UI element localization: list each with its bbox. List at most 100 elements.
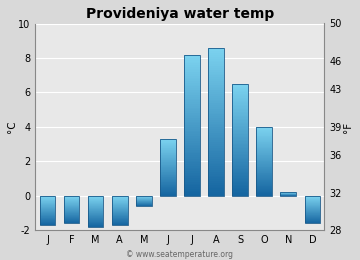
Bar (112, 197, 127, 198)
Bar (256, 149, 272, 150)
Bar (112, 198, 127, 199)
Bar (40, 219, 55, 220)
Bar (184, 157, 200, 159)
Bar (208, 79, 224, 81)
Bar (256, 177, 272, 178)
Bar (184, 134, 200, 136)
Bar (112, 208, 127, 209)
Bar (64, 205, 80, 206)
Bar (208, 48, 224, 49)
Bar (112, 210, 127, 211)
Bar (208, 116, 224, 118)
Bar (232, 85, 248, 87)
Bar (208, 68, 224, 70)
Bar (40, 203, 55, 204)
Bar (40, 220, 55, 221)
Bar (208, 105, 224, 107)
Bar (88, 197, 103, 198)
Bar (184, 113, 200, 115)
Bar (136, 196, 152, 206)
Bar (184, 77, 200, 79)
Bar (208, 57, 224, 59)
Bar (184, 79, 200, 81)
Bar (88, 210, 103, 211)
Bar (160, 184, 176, 185)
Bar (256, 137, 272, 138)
Bar (184, 136, 200, 138)
Bar (208, 101, 224, 103)
Bar (184, 84, 200, 86)
Bar (208, 100, 224, 101)
Bar (256, 170, 272, 171)
Bar (256, 135, 272, 136)
Bar (160, 177, 176, 178)
Bar (208, 75, 224, 77)
Bar (208, 62, 224, 64)
Bar (208, 174, 224, 176)
Bar (184, 146, 200, 148)
Bar (256, 165, 272, 166)
Bar (232, 127, 248, 129)
Bar (232, 89, 248, 91)
Bar (184, 56, 200, 58)
Bar (184, 152, 200, 153)
Bar (64, 196, 80, 224)
Bar (256, 194, 272, 195)
Bar (232, 173, 248, 175)
Bar (184, 69, 200, 70)
Bar (208, 96, 224, 98)
Bar (160, 191, 176, 192)
Bar (256, 167, 272, 168)
Bar (88, 204, 103, 205)
Bar (232, 84, 248, 85)
Bar (256, 148, 272, 149)
Bar (184, 55, 200, 56)
Bar (88, 209, 103, 210)
Bar (208, 177, 224, 179)
Bar (232, 189, 248, 190)
Bar (208, 144, 224, 146)
Bar (208, 150, 224, 151)
Bar (232, 94, 248, 95)
Bar (305, 212, 320, 213)
Bar (208, 92, 224, 94)
Bar (232, 99, 248, 101)
Bar (112, 206, 127, 207)
Bar (232, 171, 248, 172)
Bar (112, 224, 127, 225)
Bar (160, 170, 176, 171)
Bar (40, 217, 55, 218)
Bar (64, 208, 80, 209)
Bar (232, 84, 248, 196)
Bar (256, 156, 272, 157)
Bar (184, 148, 200, 150)
Bar (184, 189, 200, 191)
Bar (88, 223, 103, 224)
Bar (88, 225, 103, 226)
Bar (232, 147, 248, 148)
Bar (208, 162, 224, 164)
Bar (40, 199, 55, 200)
Bar (160, 139, 176, 140)
Bar (160, 181, 176, 182)
Bar (40, 204, 55, 205)
Bar (40, 205, 55, 206)
Bar (232, 116, 248, 118)
Bar (88, 196, 103, 197)
Bar (232, 151, 248, 152)
Bar (208, 90, 224, 92)
Bar (208, 103, 224, 105)
Bar (256, 182, 272, 183)
Bar (112, 200, 127, 201)
Bar (208, 168, 224, 170)
Bar (305, 223, 320, 224)
Bar (256, 192, 272, 193)
Bar (232, 129, 248, 130)
Bar (256, 140, 272, 141)
Bar (160, 186, 176, 187)
Bar (208, 179, 224, 181)
Bar (160, 189, 176, 190)
Bar (64, 218, 80, 219)
Bar (232, 183, 248, 185)
Bar (208, 114, 224, 116)
